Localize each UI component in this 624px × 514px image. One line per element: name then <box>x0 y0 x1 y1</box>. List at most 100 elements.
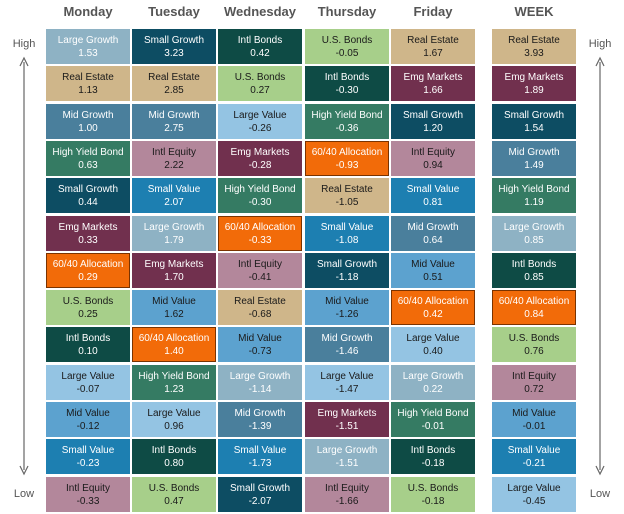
cell-value: 2.22 <box>164 159 184 171</box>
table-cell: 60/40 Allocation -0.33 <box>218 216 302 251</box>
cell-value: 1.19 <box>524 196 544 208</box>
cell-value: 0.33 <box>78 234 98 246</box>
cell-value: 1.49 <box>524 159 544 171</box>
table-cell: 60/40 Allocation 0.84 <box>492 290 576 325</box>
cell-asset-label: Large Growth <box>402 370 464 382</box>
cell-value: -0.23 <box>76 457 100 469</box>
cell-value: -1.73 <box>248 457 272 469</box>
cell-value: -1.51 <box>335 457 359 469</box>
table-cell: Large Growth -1.51 <box>305 439 389 474</box>
table-cell: Small Growth 1.54 <box>492 104 576 139</box>
table-cell: High Yield Bond -0.30 <box>218 178 302 213</box>
cell-value: -0.45 <box>522 495 546 507</box>
cell-value: 2.75 <box>164 122 184 134</box>
cell-asset-label: Emg Markets <box>317 407 377 419</box>
cell-value: 0.80 <box>164 457 184 469</box>
table-cell: Large Growth 1.79 <box>132 216 216 251</box>
table-cell: Large Value -0.07 <box>46 365 130 400</box>
cell-value: -1.05 <box>335 196 359 208</box>
cell-value: 1.53 <box>78 47 98 59</box>
cell-asset-label: U.S. Bonds <box>321 34 373 46</box>
table-cell: Large Growth 0.85 <box>492 216 576 251</box>
cell-value: -1.14 <box>248 383 272 395</box>
cell-value: -1.18 <box>335 271 359 283</box>
table-cell: Emg Markets -0.28 <box>218 141 302 176</box>
table-cell: Small Value -1.73 <box>218 439 302 474</box>
table-cell: Intl Equity -0.41 <box>218 253 302 288</box>
cell-value: 1.13 <box>78 84 98 96</box>
cell-value: 3.23 <box>164 47 184 59</box>
table-cell: U.S. Bonds 0.25 <box>46 290 130 325</box>
cell-asset-label: Small Value <box>320 221 374 233</box>
cell-asset-label: Small Growth <box>503 109 564 121</box>
cell-asset-label: Small Value <box>147 183 201 195</box>
table-cell: Mid Value 1.62 <box>132 290 216 325</box>
cell-asset-label: Real Estate <box>234 295 286 307</box>
table-cell: U.S. Bonds -0.18 <box>391 477 475 512</box>
column-header-tuesday: Tuesday <box>148 4 200 19</box>
cell-asset-label: Mid Value <box>238 332 282 344</box>
cell-asset-label: Mid Growth <box>508 146 560 158</box>
cell-value: -0.33 <box>248 234 272 246</box>
column-header-monday: Monday <box>63 4 113 19</box>
cell-asset-label: High Yield Bond <box>397 407 469 419</box>
table-cell: Real Estate 3.93 <box>492 29 576 64</box>
cell-asset-label: Intl Equity <box>325 482 369 494</box>
cell-asset-label: Mid Value <box>325 295 369 307</box>
cell-value: -1.66 <box>335 495 359 507</box>
high-label-left: High <box>12 38 36 50</box>
cell-asset-label: Large Growth <box>229 370 291 382</box>
cell-asset-label: Small Value <box>406 183 460 195</box>
cell-value: 1.67 <box>423 47 443 59</box>
cell-value: -0.36 <box>335 122 359 134</box>
cell-asset-label: Small Value <box>233 444 287 456</box>
cell-value: 0.85 <box>524 271 544 283</box>
cell-value: -0.41 <box>248 271 272 283</box>
cell-asset-label: Intl Bonds <box>65 332 111 344</box>
table-cell: Real Estate -1.05 <box>305 178 389 213</box>
cell-asset-label: Small Value <box>507 444 561 456</box>
cell-asset-label: Intl Equity <box>66 482 110 494</box>
high-label-right: High <box>588 38 612 50</box>
cell-asset-label: Large Value <box>320 370 374 382</box>
cell-asset-label: U.S. Bonds <box>508 332 560 344</box>
cell-value: 0.10 <box>78 345 98 357</box>
cell-asset-label: Emg Markets <box>144 258 204 270</box>
cell-value: 0.85 <box>524 234 544 246</box>
table-cell: Intl Equity 0.72 <box>492 365 576 400</box>
table-cell: Intl Equity -1.66 <box>305 477 389 512</box>
cell-asset-label: Mid Value <box>411 258 455 270</box>
cell-value: 0.47 <box>164 495 184 507</box>
arrow-left-icon <box>19 56 29 476</box>
table-cell: Large Value 0.96 <box>132 402 216 437</box>
table-cell: Mid Value -0.73 <box>218 327 302 362</box>
cell-value: -0.33 <box>76 495 100 507</box>
table-cell: High Yield Bond 1.19 <box>492 178 576 213</box>
table-cell: Mid Value -1.26 <box>305 290 389 325</box>
cell-value: 0.63 <box>78 159 98 171</box>
cell-asset-label: Large Growth <box>503 221 565 233</box>
cell-value: -0.01 <box>421 420 445 432</box>
cell-value: -0.01 <box>522 420 546 432</box>
cell-value: 0.72 <box>524 383 544 395</box>
cell-value: 1.70 <box>164 271 184 283</box>
cell-value: 0.84 <box>524 308 544 320</box>
table-cell: Real Estate 1.67 <box>391 29 475 64</box>
table-cell: Intl Equity 2.22 <box>132 141 216 176</box>
cell-asset-label: U.S. Bonds <box>234 71 286 83</box>
table-cell: Small Growth 1.20 <box>391 104 475 139</box>
cell-asset-label: Mid Growth <box>321 332 373 344</box>
table-cell: 60/40 Allocation 1.40 <box>132 327 216 362</box>
cell-value: -1.08 <box>335 234 359 246</box>
table-cell: U.S. Bonds -0.05 <box>305 29 389 64</box>
cell-value: -0.93 <box>335 159 359 171</box>
cell-value: 0.96 <box>164 420 184 432</box>
cell-value: 0.94 <box>423 159 443 171</box>
cell-asset-label: Mid Growth <box>62 109 114 121</box>
low-label-right: Low <box>589 488 611 500</box>
cell-value: 0.64 <box>423 234 443 246</box>
cell-value: 2.85 <box>164 84 184 96</box>
table-cell: Mid Growth 2.75 <box>132 104 216 139</box>
cell-value: 1.23 <box>164 383 184 395</box>
table-cell: Real Estate 1.13 <box>46 66 130 101</box>
